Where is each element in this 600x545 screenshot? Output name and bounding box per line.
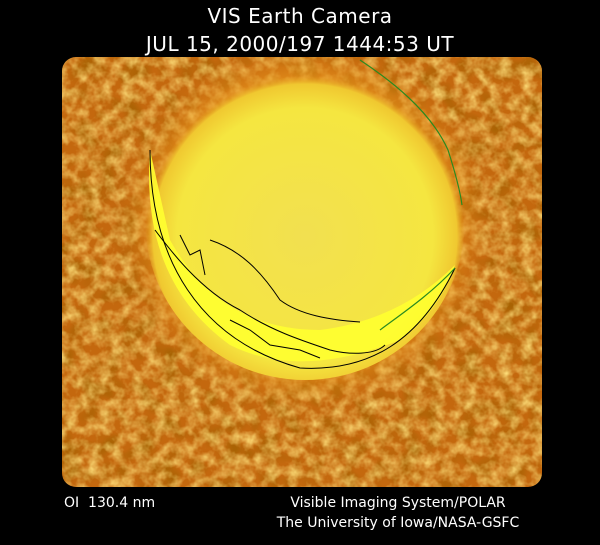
institution-label: The University of Iowa/NASA-GSFC: [276, 515, 520, 531]
instrument-label: Visible Imaging System/POLAR: [290, 495, 506, 511]
subtitle: JUL 15, 2000/197 1444:53 UT: [144, 32, 454, 56]
filter-label: OI 130.4 nm: [64, 495, 155, 511]
camera-image: [62, 57, 542, 487]
title: VIS Earth Camera: [207, 4, 392, 28]
